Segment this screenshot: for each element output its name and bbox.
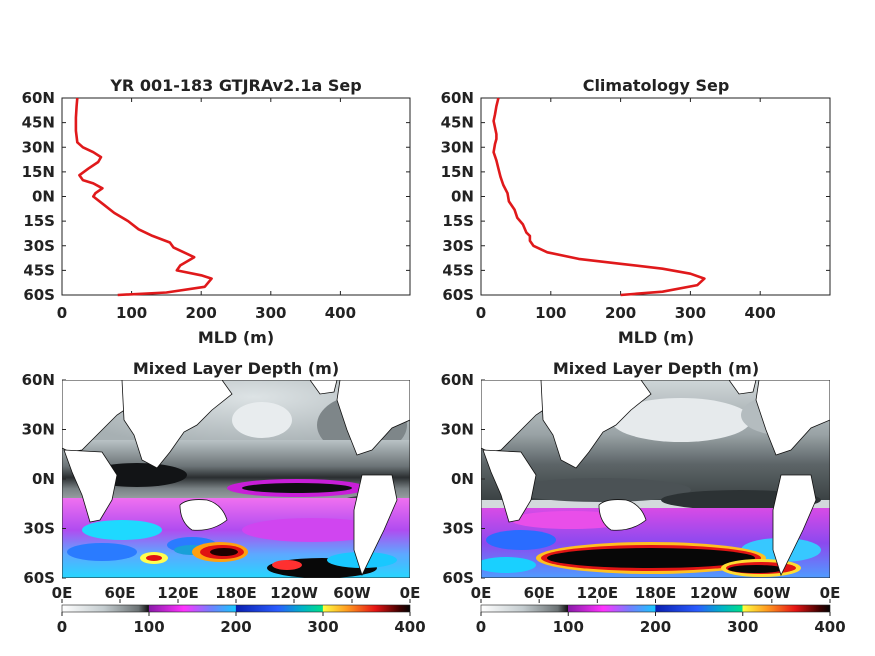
profile-left-xtick-label: 300	[255, 304, 286, 322]
map-right-xtick-label: 0E	[820, 584, 841, 602]
profile-left-ytick-label: 60N	[22, 89, 55, 107]
map-right-ytick-label: 0N	[451, 470, 474, 488]
profile-right-ytick-label: 45S	[442, 261, 474, 279]
map-right-xtick-label: 120W	[690, 584, 738, 602]
map-left-xtick-label: 60W	[333, 584, 371, 602]
map-left-xtick-label: 60E	[104, 584, 135, 602]
profile-panel-right: Climatology Sep 60N 45N 30N 15N 0N 15S 30S 45S 6…	[441, 76, 831, 347]
profile-left-ytick-label: 15S	[23, 212, 55, 230]
map-left-ytick-label: 30N	[22, 421, 55, 439]
map-panel-right: Mixed Layer Depth (m)	[441, 359, 846, 636]
map-left-xtick-label: 0E	[400, 584, 421, 602]
profile-right-ytick-label: 15N	[441, 163, 474, 181]
map-left-ytick-label: 0N	[32, 470, 55, 488]
profile-right-mld-line	[492, 97, 706, 297]
map-right-field	[481, 380, 830, 578]
profile-right-xtick-label: 300	[675, 304, 706, 322]
profile-right-ytick-label: 30S	[442, 237, 474, 255]
map-left-xtick-label: 120E	[157, 584, 199, 602]
profile-left-xtick-label: 200	[186, 304, 217, 322]
map-left-ytick-label: 30S	[23, 520, 55, 538]
profile-left-xtick-label: 0	[57, 304, 67, 322]
profile-left-title: YR 001-183 GTJRAv2.1a Sep	[109, 76, 361, 95]
map-panel-left: Mixed Layer Depth (m)	[22, 359, 426, 636]
map-right-colorbar-tick-label: 200	[640, 618, 671, 636]
map-left-xtick-label: 180E	[215, 584, 257, 602]
map-right-ytick-label: 30S	[442, 520, 474, 538]
profile-left-xtick-label: 100	[116, 304, 147, 322]
map-right-xtick-label: 60E	[524, 584, 555, 602]
profile-left-ytick-label: 0N	[32, 188, 55, 206]
map-left-colorbar-tick-label: 400	[394, 618, 425, 636]
profile-right-ytick-label: 15S	[442, 212, 474, 230]
profile-left-ytick-label: 30N	[22, 138, 55, 156]
map-right-ytick-label: 60S	[442, 569, 474, 587]
map-right-title: Mixed Layer Depth (m)	[553, 359, 759, 378]
colorbar-left	[61, 604, 411, 613]
map-right-colorbar-tick-label: 400	[814, 618, 845, 636]
map-left-colorbar-tick-label: 300	[307, 618, 338, 636]
profile-right-ytick-label: 30N	[441, 138, 474, 156]
map-right-colorbar-tick-label: 300	[727, 618, 758, 636]
map-right-colorbar-tick-label: 0	[476, 618, 486, 636]
profile-left-xtick-label: 400	[325, 304, 356, 322]
profile-right-axes	[480, 97, 831, 296]
map-left-ytick-label: 60N	[22, 371, 55, 389]
map-right-xtick-label: 120E	[577, 584, 619, 602]
map-right-xtick-label: 180E	[635, 584, 677, 602]
profile-right-xtick-label: 0	[476, 304, 486, 322]
profile-right-title: Climatology Sep	[583, 76, 730, 95]
profile-right-xlabel: MLD (m)	[618, 328, 694, 347]
map-right-colorbar-tick-label: 100	[553, 618, 584, 636]
profile-right-ytick-label: 45N	[441, 114, 474, 132]
map-left-field	[62, 380, 410, 578]
map-left-colorbar-tick-label: 200	[220, 618, 251, 636]
profile-left-ytick-label: 30S	[23, 237, 55, 255]
colorbar-right	[480, 604, 831, 613]
profile-left-ytick-label: 45N	[22, 114, 55, 132]
map-left-xtick-label: 120W	[270, 584, 318, 602]
profile-left-ytick-label: 15N	[22, 163, 55, 181]
profile-right-ytick-label: 60S	[442, 286, 474, 304]
map-right-ytick-label: 60N	[441, 371, 474, 389]
profile-left-ytick-label: 45S	[23, 261, 55, 279]
profile-right-ytick-label: 60N	[441, 89, 474, 107]
profile-right-xtick-label: 400	[745, 304, 776, 322]
profile-panel-left: YR 001-183 GTJRAv2.1a Sep 60N 45N 30N 15N 0N…	[22, 76, 411, 347]
profile-right-xtick-label: 200	[605, 304, 636, 322]
map-right-xtick-label: 0E	[471, 584, 492, 602]
profile-left-mld-line	[74, 97, 213, 297]
profile-left-axes	[61, 97, 411, 296]
profile-left-ytick-label: 60S	[23, 286, 55, 304]
map-left-colorbar-tick-label: 0	[57, 618, 67, 636]
map-left-colorbar-tick-label: 100	[133, 618, 164, 636]
map-left-title: Mixed Layer Depth (m)	[133, 359, 339, 378]
map-right-xtick-label: 60W	[753, 584, 791, 602]
map-left-xtick-label: 0E	[52, 584, 73, 602]
profile-right-xtick-label: 100	[535, 304, 566, 322]
profile-right-ytick-label: 0N	[451, 188, 474, 206]
profile-left-xlabel: MLD (m)	[198, 328, 274, 347]
map-left-ytick-label: 60S	[23, 569, 55, 587]
map-right-ytick-label: 30N	[441, 421, 474, 439]
